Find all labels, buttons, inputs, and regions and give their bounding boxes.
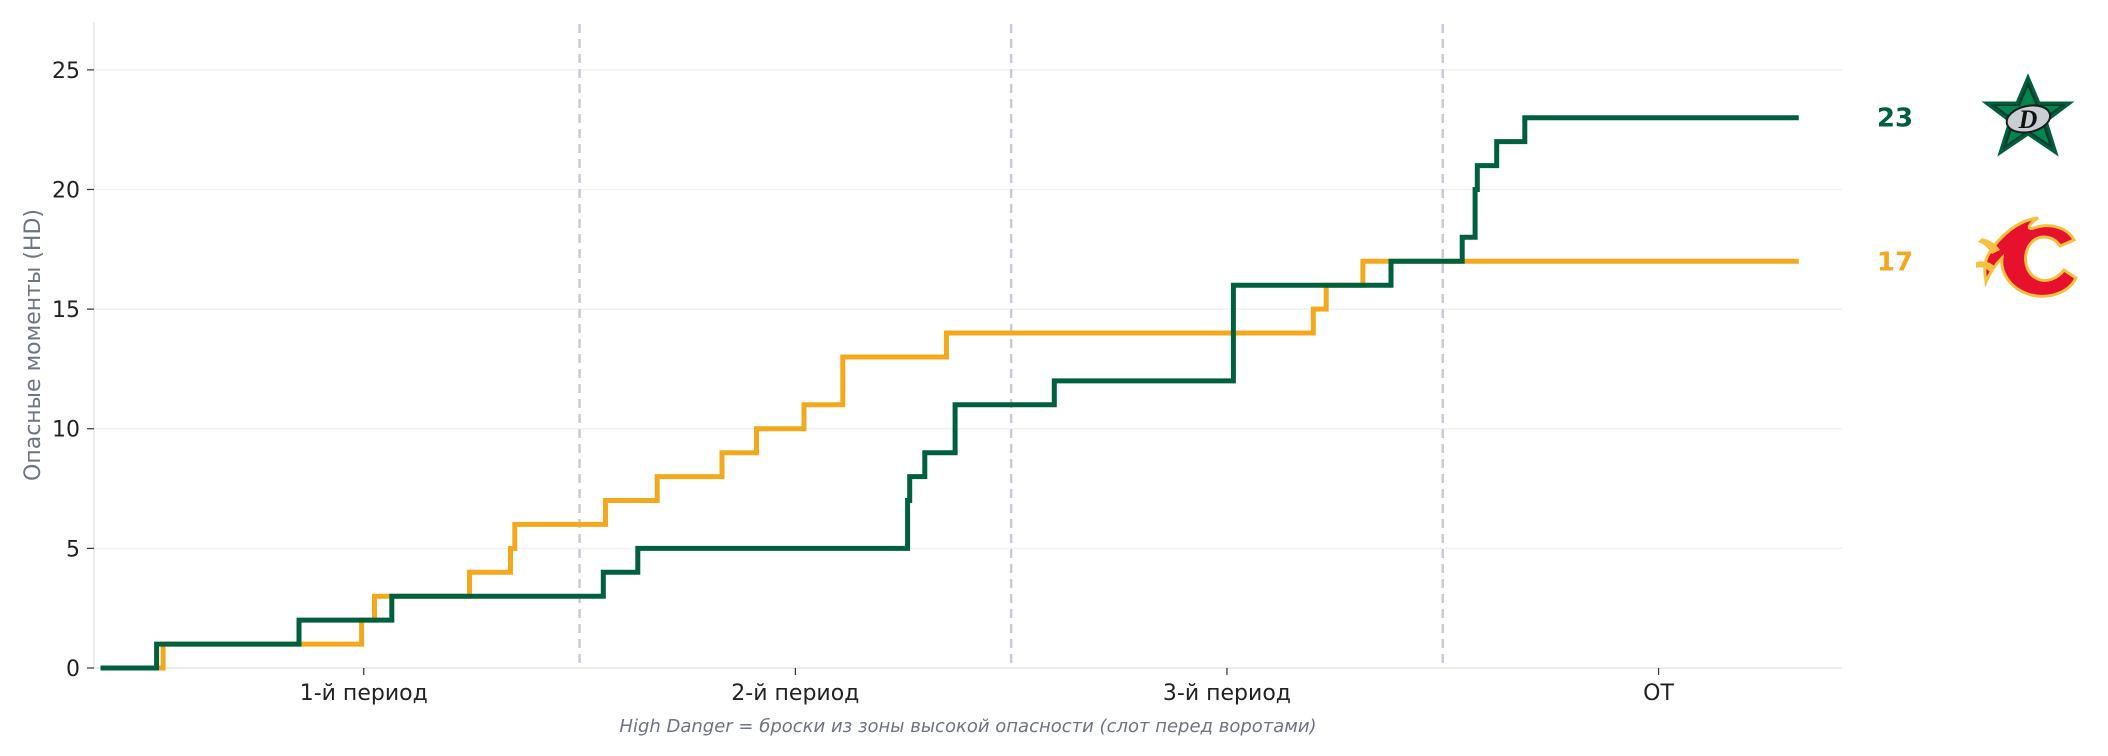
y-tick-label: 25 — [52, 59, 80, 84]
x-ticks: 1-й период 2-й период 3-й период OT — [300, 668, 1675, 706]
y-tick-label: 10 — [52, 418, 80, 443]
svg-text:D: D — [2018, 105, 2038, 134]
y-tick-label: 20 — [52, 178, 80, 203]
series-lines — [100, 115, 1799, 671]
x-tick-label: 2-й период — [731, 681, 859, 706]
x-tick-label: 3-й период — [1163, 681, 1291, 706]
dallas-stars-logo: D — [1981, 73, 2075, 157]
y-tick-label: 15 — [52, 298, 80, 323]
y-tick-label: 0 — [66, 657, 80, 682]
x-tick-label: 1-й период — [300, 681, 428, 706]
final-value-labels: 23 17 — [1877, 104, 1913, 278]
period-dividers — [578, 24, 1445, 668]
grid-lines — [94, 69, 1842, 550]
final-value-label-dallas: 23 — [1877, 104, 1913, 134]
series-line-calgary — [100, 258, 1799, 671]
x-tick-label: OT — [1643, 681, 1674, 706]
y-tick-label: 5 — [66, 537, 80, 562]
calgary-flames-logo — [1976, 216, 2078, 298]
series-line-dallas — [100, 115, 1799, 671]
y-ticks: 0 5 10 15 20 25 — [52, 59, 94, 682]
final-value-label-calgary: 17 — [1877, 247, 1913, 277]
y-axis-title: Опасные моменты (HD) — [21, 209, 46, 481]
chart-caption: High Danger = броски из зоны высокой опа… — [619, 716, 1316, 737]
